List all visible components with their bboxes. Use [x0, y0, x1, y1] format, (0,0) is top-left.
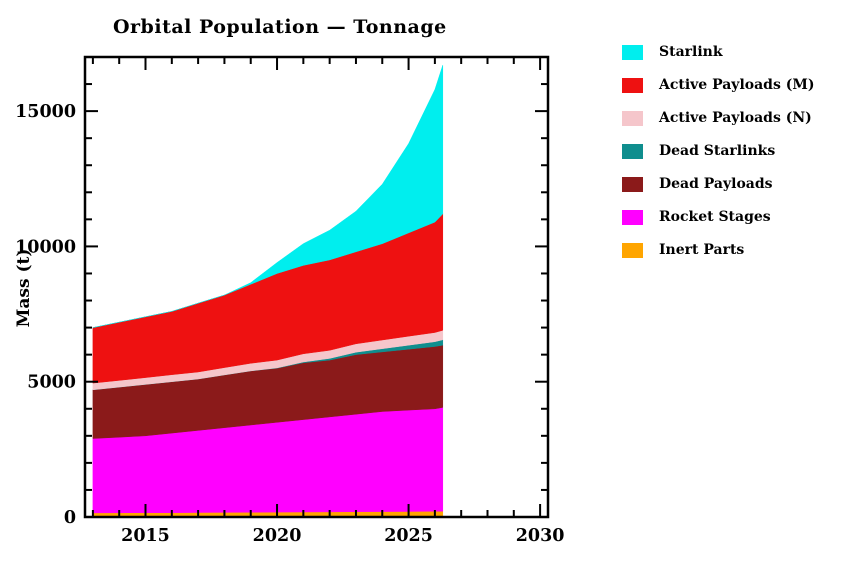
- y-tick-label: 0: [64, 508, 76, 528]
- x-tick-label: 2015: [121, 526, 170, 546]
- legend-swatch-dead-payloads: [622, 176, 643, 192]
- legend-label-active-payloads-m: Active Payloads (M): [659, 77, 815, 93]
- legend-swatch-active-payloads-m: [622, 77, 643, 93]
- legend-label-active-payloads-n: Active Payloads (N): [659, 110, 812, 126]
- legend-label-rocket-stages: Rocket Stages: [659, 209, 771, 225]
- legend-item-rocket-stages: Rocket Stages: [622, 209, 814, 225]
- legend-item-active-payloads-n: Active Payloads (N): [622, 110, 814, 126]
- x-tick-label: 2020: [253, 526, 302, 546]
- legend-label-dead-starlinks: Dead Starlinks: [659, 143, 776, 159]
- legend-label-dead-payloads: Dead Payloads: [659, 176, 773, 192]
- chart-legend: Starlink Active Payloads (M) Active Payloa…: [622, 44, 814, 258]
- legend-swatch-active-payloads-n: [622, 110, 643, 126]
- area-starlink: [92, 65, 444, 328]
- legend-item-dead-payloads: Dead Payloads: [622, 176, 814, 192]
- legend-item-dead-starlinks: Dead Starlinks: [622, 143, 814, 159]
- legend-swatch-inert-parts: [622, 242, 643, 258]
- legend-label-starlink: Starlink: [659, 44, 723, 60]
- legend-item-starlink: Starlink: [622, 44, 814, 60]
- x-tick-label: 2030: [516, 526, 565, 546]
- chart-title: Orbital Population — Tonnage: [113, 16, 447, 38]
- y-tick-label: 5000: [27, 373, 76, 393]
- legend-item-active-payloads-m: Active Payloads (M): [622, 77, 814, 93]
- legend-swatch-dead-starlinks: [622, 143, 643, 159]
- legend-item-inert-parts: Inert Parts: [622, 242, 814, 258]
- x-tick-label: 2025: [384, 526, 433, 546]
- y-tick-label: 15000: [15, 102, 76, 122]
- y-tick-label: 10000: [15, 237, 76, 257]
- legend-swatch-rocket-stages: [622, 209, 643, 225]
- legend-swatch-starlink: [622, 44, 643, 60]
- legend-label-inert-parts: Inert Parts: [659, 242, 745, 258]
- plot-frame: [83, 55, 550, 519]
